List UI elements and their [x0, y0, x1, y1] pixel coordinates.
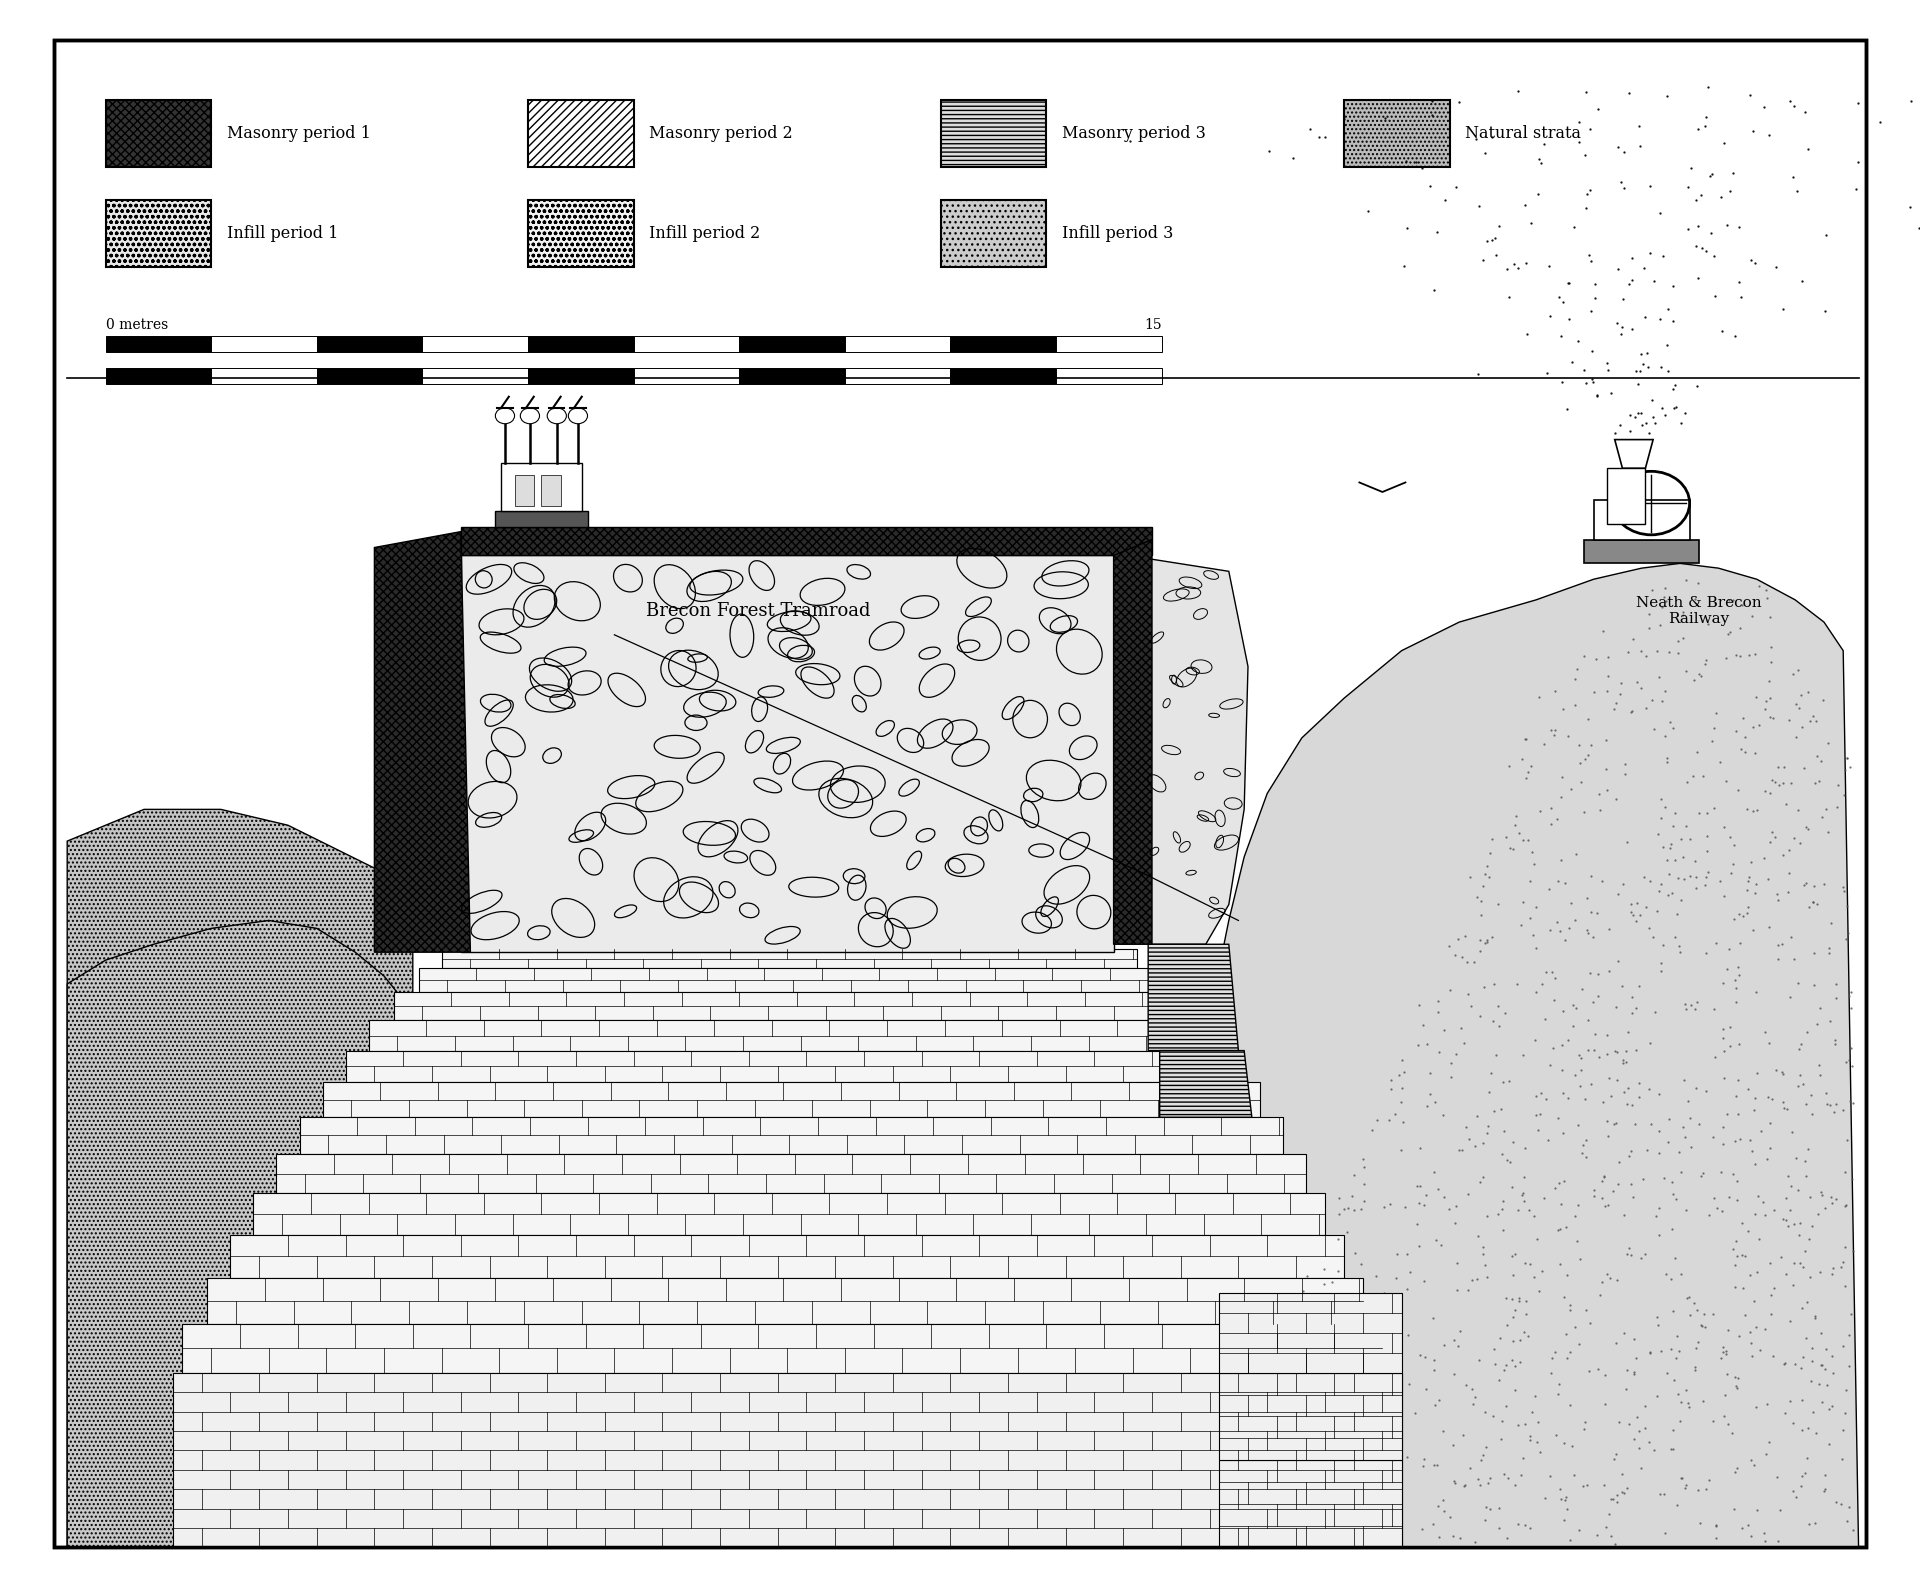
Text: 0 feet: 0 feet	[106, 373, 146, 387]
Bar	[207, 1278, 1363, 1324]
Bar	[528, 368, 634, 384]
Bar	[845, 336, 950, 352]
Bar	[182, 1324, 1382, 1373]
Polygon shape	[1219, 563, 1859, 1547]
Bar	[495, 511, 588, 527]
Bar	[419, 968, 1160, 992]
Circle shape	[520, 408, 540, 424]
Circle shape	[568, 408, 588, 424]
Bar	[422, 336, 528, 352]
Bar	[515, 475, 534, 506]
Bar	[950, 336, 1056, 352]
Circle shape	[547, 408, 566, 424]
Bar	[230, 1235, 1344, 1278]
Bar	[528, 200, 634, 267]
Text: 0 metres: 0 metres	[106, 317, 167, 332]
Bar	[528, 100, 634, 167]
Bar	[211, 368, 317, 384]
Bar	[106, 200, 211, 267]
Bar	[369, 1020, 1210, 1051]
Bar	[422, 368, 528, 384]
Bar	[501, 463, 582, 511]
Polygon shape	[1615, 440, 1653, 468]
Polygon shape	[1114, 540, 1152, 944]
Text: Masonry period 2: Masonry period 2	[649, 125, 793, 141]
Bar	[346, 1051, 1235, 1082]
Bar	[528, 336, 634, 352]
Bar	[106, 368, 211, 384]
Text: 50: 50	[1144, 373, 1162, 387]
Circle shape	[495, 408, 515, 424]
Polygon shape	[1148, 559, 1248, 944]
Bar	[541, 475, 561, 506]
Bar	[941, 200, 1046, 267]
Text: 15: 15	[1144, 317, 1162, 332]
Polygon shape	[374, 532, 470, 952]
Bar	[1607, 468, 1645, 524]
Bar	[442, 949, 1137, 968]
Bar	[317, 336, 422, 352]
Bar	[1219, 1373, 1402, 1460]
Bar	[173, 1373, 1402, 1547]
Polygon shape	[1148, 944, 1238, 1051]
Bar	[106, 100, 211, 167]
Bar	[845, 368, 950, 384]
Polygon shape	[1160, 1051, 1252, 1117]
Bar	[276, 1154, 1306, 1193]
Bar	[1056, 336, 1162, 352]
Bar	[394, 992, 1185, 1020]
Bar	[1584, 540, 1699, 563]
Bar	[1219, 1460, 1402, 1547]
Bar	[106, 336, 211, 352]
Text: Brecon Forest Tramroad: Brecon Forest Tramroad	[647, 601, 870, 621]
Bar	[323, 1082, 1260, 1117]
Bar	[317, 368, 422, 384]
Bar	[253, 1193, 1325, 1235]
Bar	[1344, 100, 1450, 167]
Text: Neath & Brecon
Railway: Neath & Brecon Railway	[1636, 595, 1763, 627]
Bar	[634, 336, 739, 352]
Bar	[739, 336, 845, 352]
Text: RCAHMW: RCAHMW	[73, 1495, 125, 1504]
Polygon shape	[461, 527, 1152, 555]
Text: Masonry period 3: Masonry period 3	[1062, 125, 1206, 141]
Polygon shape	[67, 920, 413, 1547]
Polygon shape	[461, 555, 1114, 952]
Bar	[1219, 1293, 1402, 1373]
Text: Masonry period 1: Masonry period 1	[227, 125, 371, 141]
Bar	[941, 100, 1046, 167]
Bar	[300, 1117, 1283, 1154]
Bar	[950, 368, 1056, 384]
Bar	[1594, 500, 1690, 540]
Text: Infill period 3: Infill period 3	[1062, 225, 1173, 241]
Text: Infill period 2: Infill period 2	[649, 225, 760, 241]
Bar	[211, 336, 317, 352]
Text: Infill period 1: Infill period 1	[227, 225, 338, 241]
Text: Natural strata: Natural strata	[1465, 125, 1580, 141]
Bar	[739, 368, 845, 384]
Bar	[1056, 368, 1162, 384]
Bar	[634, 368, 739, 384]
Polygon shape	[67, 809, 413, 1547]
